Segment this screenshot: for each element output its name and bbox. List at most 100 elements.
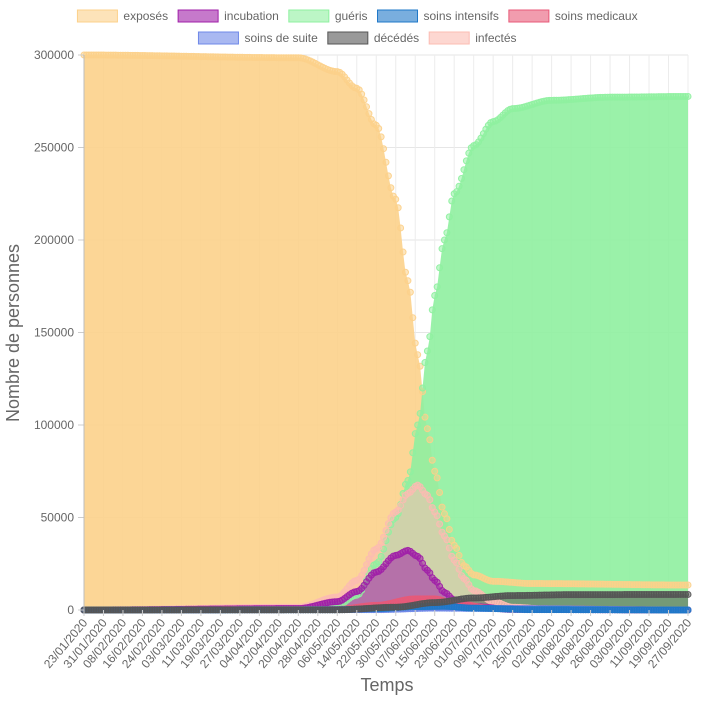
legend-swatch: [377, 9, 419, 23]
legend-label: soins de suite: [244, 31, 318, 45]
y-tick-label: 0: [67, 603, 74, 617]
data-point: [365, 110, 373, 118]
legend-swatch: [76, 9, 118, 23]
data-point: [421, 413, 429, 421]
legend-label: décédés: [374, 31, 419, 45]
data-point: [414, 351, 422, 359]
y-tick-label: 100000: [34, 418, 74, 432]
data-point: [406, 468, 414, 476]
axes: 05000010000015000020000025000030000023/0…: [34, 48, 695, 671]
area-incubation: [84, 550, 688, 610]
legend-item[interactable]: infectés: [428, 31, 517, 45]
data-point: [445, 526, 453, 534]
data-point: [460, 166, 468, 174]
data-point: [360, 566, 368, 574]
data-point: [438, 245, 446, 253]
data-point: [426, 496, 434, 504]
legend-item[interactable]: soins medicaux: [508, 9, 638, 23]
data-point: [404, 277, 412, 285]
data-point: [358, 90, 366, 98]
legend-item[interactable]: décédés: [327, 31, 419, 45]
data-point: [433, 474, 441, 482]
data-point: [382, 526, 390, 534]
data-point: [421, 359, 429, 367]
data-point: [455, 182, 463, 190]
y-tick-label: 50000: [41, 511, 75, 525]
data-point: [431, 467, 439, 475]
data-point: [404, 477, 412, 484]
data-point: [453, 559, 461, 567]
data-point: [455, 565, 463, 573]
y-axis-title: Nombre de personnes: [3, 244, 23, 422]
data-point: [436, 264, 444, 272]
data-point: [443, 229, 451, 237]
area-exposés: [84, 55, 688, 610]
data-point: [414, 421, 422, 429]
legend-swatch: [327, 31, 369, 45]
data-point: [419, 384, 427, 392]
data-point: [440, 236, 448, 244]
data-point: [397, 224, 405, 232]
data-point: [445, 213, 453, 221]
data-point: [377, 133, 385, 141]
data-point: [438, 503, 446, 511]
data-point: [401, 268, 409, 276]
data-point: [426, 436, 434, 444]
data-point: [380, 145, 388, 153]
data-point: [684, 581, 692, 589]
legend-item[interactable]: guéris: [288, 9, 368, 23]
data-point: [377, 553, 385, 561]
data-point: [423, 347, 431, 355]
data-point: [443, 536, 451, 544]
legend-label: soins intensifs: [424, 9, 499, 23]
data-point: [428, 456, 436, 464]
data-point: [458, 175, 465, 183]
data-point: [363, 561, 371, 569]
data-point: [411, 430, 419, 438]
points-décédés: [80, 590, 692, 614]
legend-swatch: [508, 9, 550, 23]
legend: exposés incubation guéris soins intensifs so…: [76, 9, 638, 45]
data-point: [384, 172, 392, 180]
data-point: [436, 520, 444, 528]
legend-label: incubation: [224, 9, 279, 23]
data-point: [399, 248, 407, 256]
data-point: [431, 292, 439, 299]
data-point: [443, 515, 451, 523]
legend-item[interactable]: soins de suite: [197, 31, 318, 45]
data-point: [375, 124, 383, 132]
data-point: [448, 197, 456, 205]
data-point: [453, 544, 461, 552]
data-point: [409, 314, 417, 322]
data-point: [455, 551, 463, 559]
legend-item[interactable]: exposés: [76, 9, 168, 23]
series-areas: [84, 55, 688, 610]
data-point: [411, 339, 419, 347]
data-point: [436, 489, 444, 497]
data-point: [426, 333, 434, 341]
data-point: [406, 288, 414, 296]
legend-label: guéris: [335, 9, 368, 23]
data-point: [382, 158, 390, 166]
data-point: [387, 184, 395, 192]
data-point: [433, 283, 441, 291]
legend-swatch: [428, 31, 470, 45]
data-point: [392, 195, 400, 203]
x-axis-title: Temps: [360, 675, 413, 695]
legend-label: exposés: [123, 9, 168, 23]
data-point: [360, 96, 368, 104]
legend-label: soins medicaux: [555, 9, 638, 23]
data-point: [363, 103, 371, 111]
data-point: [423, 425, 431, 433]
series-points: [80, 51, 692, 614]
data-point: [428, 306, 436, 314]
data-point: [416, 362, 424, 370]
legend-swatch: [288, 9, 330, 23]
data-point: [445, 544, 453, 552]
legend-item[interactable]: incubation: [177, 9, 279, 23]
y-tick-label: 200000: [34, 233, 74, 247]
legend-swatch: [177, 9, 219, 23]
legend-item[interactable]: soins intensifs: [377, 9, 499, 23]
area-guéris: [84, 96, 688, 610]
